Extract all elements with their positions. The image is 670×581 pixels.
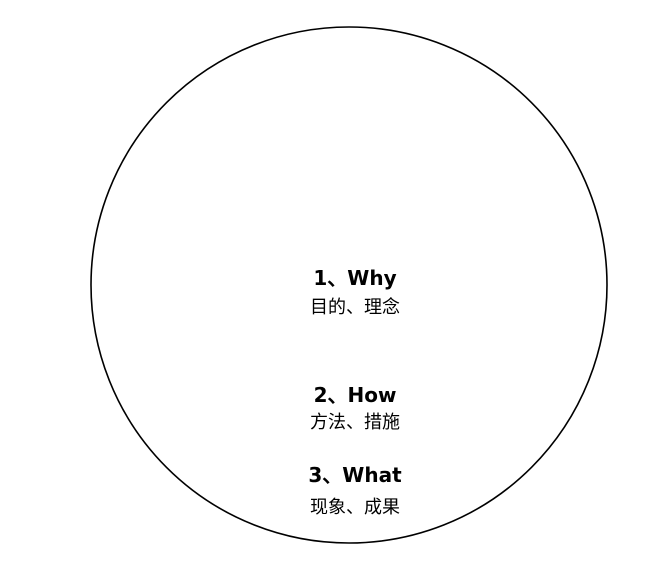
outer-circle [90, 26, 608, 544]
what-title: 3、What [308, 463, 402, 487]
why-subtitle: 目的、理念 [310, 297, 400, 318]
why-title: 1、Why [313, 266, 397, 290]
how-subtitle: 方法、措施 [310, 412, 400, 433]
what-subtitle: 现象、成果 [310, 497, 400, 518]
how-title: 2、How [313, 383, 397, 407]
